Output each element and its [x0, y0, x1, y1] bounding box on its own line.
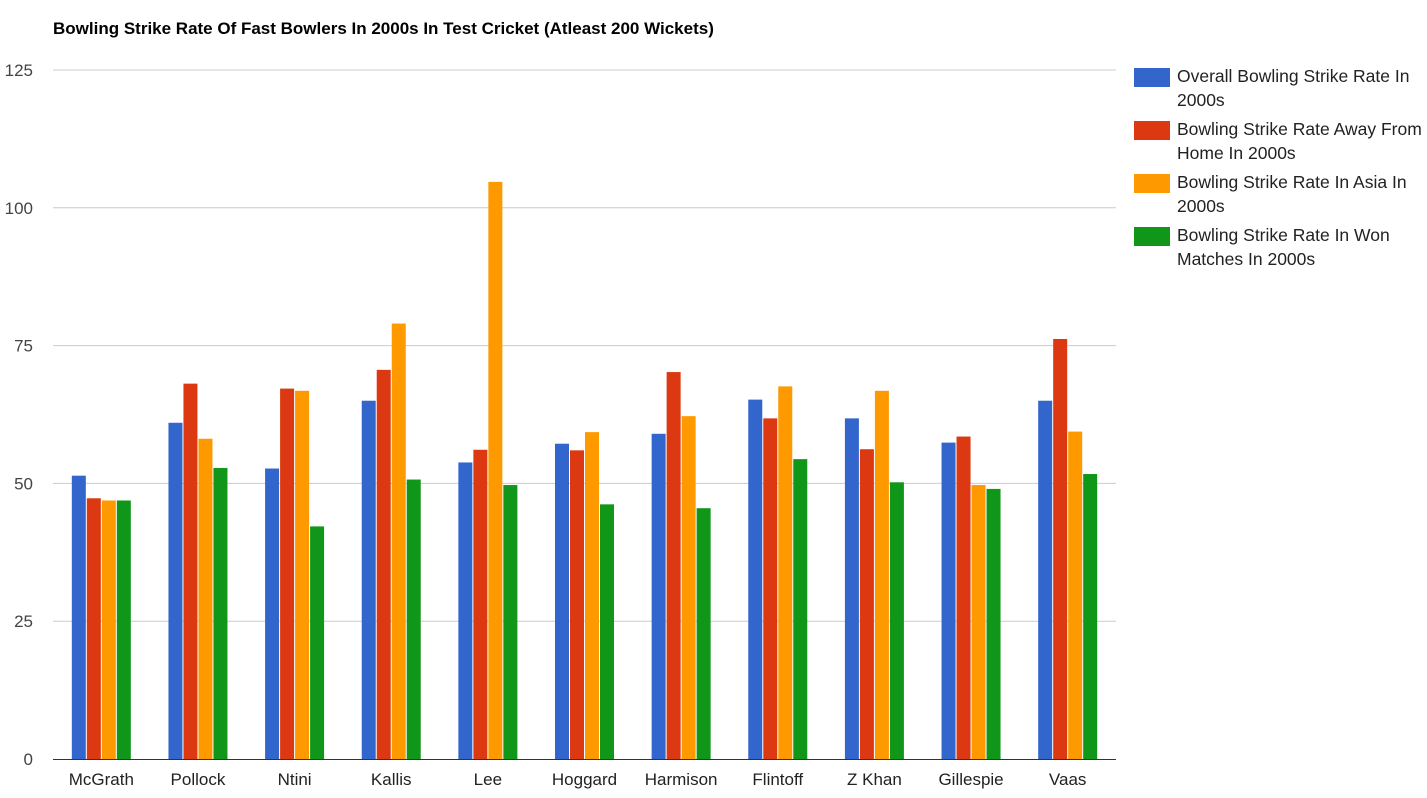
y-tick-label: 125 — [5, 61, 33, 80]
bar — [101, 500, 116, 759]
bar — [696, 508, 711, 759]
bar — [874, 390, 889, 759]
bar — [473, 449, 488, 759]
bar — [116, 500, 131, 759]
x-tick-label: Pollock — [171, 770, 226, 789]
bar — [844, 418, 859, 759]
y-tick-label: 75 — [14, 337, 33, 356]
y-tick-label: 100 — [5, 199, 33, 218]
bar — [406, 479, 421, 759]
x-tick-label: Hoggard — [552, 770, 617, 789]
bar — [1083, 474, 1098, 759]
legend-item: Overall Bowling Strike Rate In 2000s — [1134, 64, 1424, 112]
x-axis-ticks: McGrath Pollock Ntini Kallis Lee Hoggard Harmi… — [69, 770, 1087, 789]
bar — [941, 442, 956, 759]
legend-label: Overall Bowling Strike Rate In 2000s — [1177, 66, 1410, 110]
bar — [763, 418, 778, 759]
x-tick-label: Harmison — [645, 770, 718, 789]
legend-swatch — [1134, 68, 1170, 87]
bar — [859, 449, 874, 759]
bar — [600, 504, 614, 759]
bar — [295, 390, 310, 759]
legend-item: Bowling Strike Rate In Won Matches In 20… — [1134, 223, 1424, 271]
bar — [183, 383, 198, 759]
legend-swatch — [1134, 121, 1170, 140]
bar — [71, 475, 86, 759]
bar — [681, 416, 696, 759]
bar — [86, 498, 101, 759]
bar — [793, 459, 808, 759]
legend: Overall Bowling Strike Rate In 2000s Bowl… — [1134, 64, 1424, 276]
bar — [503, 485, 518, 759]
bar — [1053, 338, 1068, 759]
bar — [198, 438, 213, 759]
bar — [310, 526, 325, 759]
y-axis-ticks: 0 25 50 75 100 125 — [5, 61, 33, 769]
bar — [265, 468, 280, 759]
bar — [376, 369, 391, 759]
x-tick-label: Gillespie — [938, 770, 1003, 789]
x-tick-label: Kallis — [371, 770, 412, 789]
chart-title: Bowling Strike Rate Of Fast Bowlers In 2… — [53, 19, 714, 38]
legend-label: Bowling Strike Rate In Won Matches In 20… — [1177, 225, 1390, 269]
bar — [280, 388, 295, 759]
bar — [391, 323, 406, 759]
bar — [748, 399, 763, 759]
bar — [361, 400, 376, 759]
bar — [458, 462, 473, 759]
bars — [71, 181, 1098, 759]
legend-label: Bowling Strike Rate Away From Home In 20… — [1177, 119, 1422, 163]
bar — [570, 450, 584, 759]
bar — [1038, 400, 1053, 759]
bar — [555, 443, 569, 759]
bar — [778, 386, 793, 759]
legend-item: Bowling Strike Rate Away From Home In 20… — [1134, 117, 1424, 165]
bar — [168, 422, 183, 759]
x-tick-label: Flintoff — [752, 770, 803, 789]
bar — [1068, 431, 1083, 759]
bar — [651, 433, 666, 759]
bar — [971, 485, 986, 759]
x-tick-label: Vaas — [1049, 770, 1087, 789]
y-tick-label: 0 — [24, 750, 33, 769]
y-tick-label: 25 — [14, 612, 33, 631]
bar — [889, 482, 904, 759]
legend-swatch — [1134, 227, 1170, 246]
y-tick-label: 50 — [14, 474, 33, 493]
bar — [986, 488, 1001, 759]
x-tick-label: Z Khan — [847, 770, 902, 789]
x-tick-label: Lee — [474, 770, 502, 789]
bar — [488, 181, 503, 759]
bar — [956, 436, 971, 759]
bar — [213, 467, 228, 759]
bar — [585, 432, 599, 759]
x-tick-label: Ntini — [278, 770, 312, 789]
bar — [666, 372, 681, 759]
legend-swatch — [1134, 174, 1170, 193]
gridlines — [53, 69, 1116, 622]
x-tick-label: McGrath — [69, 770, 134, 789]
legend-item: Bowling Strike Rate In Asia In 2000s — [1134, 170, 1424, 218]
legend-label: Bowling Strike Rate In Asia In 2000s — [1177, 172, 1407, 216]
